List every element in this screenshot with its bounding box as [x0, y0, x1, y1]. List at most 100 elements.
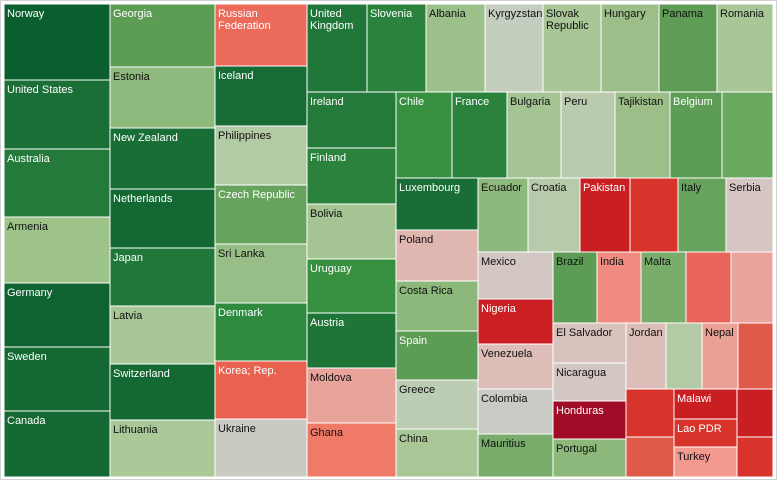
tile-malta[interactable]: Malta — [640, 251, 687, 324]
tile-label: Italy — [681, 182, 702, 194]
tile-nepal[interactable]: Nepal — [701, 322, 739, 390]
tile-rect — [673, 446, 738, 478]
tile-armenia[interactable]: Armenia — [3, 216, 111, 284]
tile-label: New Zealand — [113, 132, 178, 144]
tile-france[interactable]: France — [451, 91, 508, 179]
tile-serbia[interactable]: Serbia — [725, 177, 774, 253]
tile-ireland[interactable]: Ireland — [306, 91, 397, 149]
tile-peru[interactable]: Peru — [560, 91, 616, 179]
tile-label: Armenia — [7, 221, 49, 233]
tile-rect — [677, 177, 727, 253]
tile-tajikistan[interactable]: Tajikistan — [614, 91, 671, 179]
tile-ghana[interactable]: Ghana — [306, 422, 397, 478]
tile-rect — [214, 184, 308, 245]
tile-el-salvador[interactable]: El Salvador — [552, 322, 627, 364]
tile-norway[interactable]: Norway — [3, 3, 111, 81]
tile-rect — [109, 3, 216, 68]
tile-ecuador[interactable]: Ecuador — [477, 177, 529, 253]
tile-ukraine[interactable]: Ukraine — [214, 418, 308, 478]
tile-label: Estonia — [113, 71, 151, 83]
tile-united-kingdom[interactable]: United Kingdom — [306, 3, 368, 93]
tile-malawi[interactable]: Malawi — [673, 388, 738, 420]
tile-bulgaria[interactable]: Bulgaria — [506, 91, 562, 179]
tile-new-zealand[interactable]: New Zealand — [109, 127, 216, 190]
tile-hungary[interactable]: Hungary — [600, 3, 660, 93]
tile-label: United Kingdom — [310, 8, 353, 32]
tile-label: Philippines — [218, 130, 272, 142]
tile-iceland[interactable]: Iceland — [214, 65, 308, 127]
tile-germany[interactable]: Germany — [3, 282, 111, 348]
tile-rect — [109, 247, 216, 307]
tile-poland[interactable]: Poland — [395, 229, 479, 282]
tile-label: Finland — [310, 152, 346, 164]
tile-canada[interactable]: Canada — [3, 410, 111, 478]
tile-colombia[interactable]: Colombia — [477, 388, 554, 435]
tile-turkey[interactable]: Turkey — [673, 446, 738, 478]
tile-india[interactable]: India — [596, 251, 642, 324]
tile-mauritius[interactable]: Mauritius — [477, 433, 554, 478]
tile-romania[interactable]: Romania — [716, 3, 774, 93]
tile-czech-republic[interactable]: Czech Republic — [214, 184, 308, 245]
tile-lao-pdr[interactable]: Lao PDR — [673, 418, 738, 448]
tile-label: Canada — [7, 415, 46, 427]
treemap-cell — [730, 251, 774, 324]
tile-moldova[interactable]: Moldova — [306, 367, 397, 424]
tile-austria[interactable]: Austria — [306, 312, 397, 369]
tile-korea-rep[interactable]: Korea; Rep. — [214, 360, 308, 420]
tile-mexico[interactable]: Mexico — [477, 251, 554, 300]
tile-jordan[interactable]: Jordan — [625, 322, 667, 390]
tile-netherlands[interactable]: Netherlands — [109, 188, 216, 249]
tile-label: Malta — [644, 256, 672, 268]
tile-label: Nigeria — [481, 303, 517, 315]
tile-label: Latvia — [113, 310, 143, 322]
tile-sweden[interactable]: Sweden — [3, 346, 111, 412]
tile-rect — [3, 410, 111, 478]
tile-costa-rica[interactable]: Costa Rica — [395, 280, 479, 332]
tile-united-states[interactable]: United States — [3, 79, 111, 150]
tile-sri-lanka[interactable]: Sri Lanka — [214, 243, 308, 304]
tile-label: Hungary — [604, 8, 646, 20]
tile-china[interactable]: China — [395, 428, 479, 478]
tile-australia[interactable]: Australia — [3, 148, 111, 218]
tile-portugal[interactable]: Portugal — [552, 438, 627, 478]
tile-label: Tajikistan — [618, 96, 663, 108]
tile-lithuania[interactable]: Lithuania — [109, 419, 216, 478]
tile-luxembourg[interactable]: Luxembourg — [395, 177, 479, 231]
tile-rect — [701, 322, 739, 390]
tile-label: Nepal — [705, 327, 734, 339]
tile-italy[interactable]: Italy — [677, 177, 727, 253]
tile-russian-federation[interactable]: Russian Federation — [214, 3, 308, 67]
tile-pakistan[interactable]: Pakistan — [579, 177, 631, 253]
tile-nicaragua[interactable]: Nicaragua — [552, 362, 627, 402]
tile-georgia[interactable]: Georgia — [109, 3, 216, 68]
tile-chile[interactable]: Chile — [395, 91, 453, 179]
tile-spain[interactable]: Spain — [395, 330, 479, 381]
tile-belgium[interactable]: Belgium — [669, 91, 723, 179]
tile-slovak-republic[interactable]: Slovak Republic — [542, 3, 602, 93]
tile-uruguay[interactable]: Uruguay — [306, 258, 397, 314]
tile-kyrgyzstan[interactable]: Kyrgyzstan — [484, 3, 544, 93]
tile-greece[interactable]: Greece — [395, 379, 479, 430]
tile-label: Germany — [7, 287, 53, 299]
tile-croatia[interactable]: Croatia — [527, 177, 581, 253]
tile-latvia[interactable]: Latvia — [109, 305, 216, 365]
tile-venezuela[interactable]: Venezuela — [477, 343, 554, 390]
tile-label: Ecuador — [481, 182, 522, 194]
tile-nigeria[interactable]: Nigeria — [477, 298, 554, 345]
tile-philippines[interactable]: Philippines — [214, 125, 308, 186]
tile-denmark[interactable]: Denmark — [214, 302, 308, 362]
tile-panama[interactable]: Panama — [658, 3, 718, 93]
tile-slovenia[interactable]: Slovenia — [366, 3, 427, 93]
tile-brazil[interactable]: Brazil — [552, 251, 598, 324]
tile-rect — [306, 203, 397, 260]
tile-estonia[interactable]: Estonia — [109, 66, 216, 129]
tile-albania[interactable]: Albania — [425, 3, 486, 93]
tile-label: Lithuania — [113, 424, 159, 436]
tile-switzerland[interactable]: Switzerland — [109, 363, 216, 421]
tile-bolivia[interactable]: Bolivia — [306, 203, 397, 260]
tile-honduras[interactable]: Honduras — [552, 400, 627, 440]
tile-label: Peru — [564, 96, 587, 108]
tile-rect — [484, 3, 544, 93]
tile-japan[interactable]: Japan — [109, 247, 216, 307]
tile-finland[interactable]: Finland — [306, 147, 397, 205]
